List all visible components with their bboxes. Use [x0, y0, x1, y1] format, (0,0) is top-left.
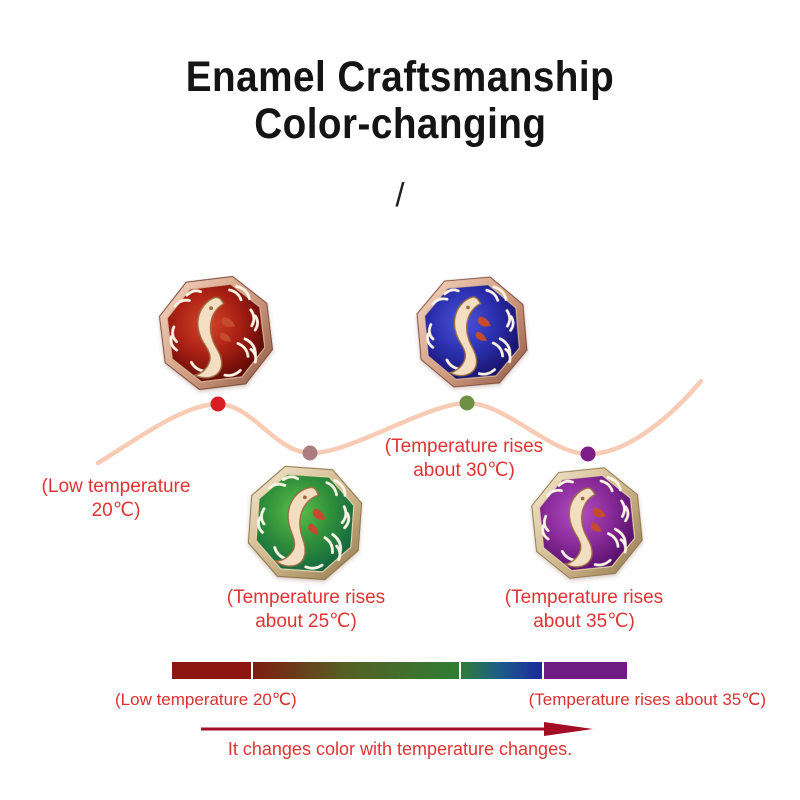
temperature-gradient-bar	[172, 662, 629, 679]
badge-enamel-face	[424, 284, 520, 380]
bar-label-low: (Low temperature 20℃)	[115, 690, 297, 709]
badge-enamel-face	[538, 474, 636, 572]
temperature-arrow-head	[544, 722, 593, 736]
curve-dot-25c	[302, 445, 318, 461]
page-title-line1: Enamel Craftsmanship	[185, 53, 615, 101]
label-low-20c: (Low temperature 20℃)	[41, 476, 191, 521]
enamel-badge-red	[154, 271, 279, 396]
bar-segment-purple	[544, 662, 627, 679]
bar-label-high: (Temperature rises about 35℃)	[528, 690, 766, 709]
label-rise-25c: (Temperature rises about 25℃)	[226, 586, 386, 634]
slash-divider: /	[395, 176, 405, 213]
bar-segment-green-blue	[461, 662, 542, 679]
label-rise-30c-line1: (Temperature rises	[384, 436, 544, 457]
label-rise-25c-line2: about 25℃)	[255, 611, 357, 632]
label-rise-35c: (Temperature rises about 35℃)	[504, 586, 664, 634]
enamel-badge-green	[244, 462, 366, 584]
curve-dot-20c	[210, 396, 226, 412]
label-rise-30c-line2: about 30℃)	[413, 460, 515, 481]
curve-dot-30c	[459, 395, 475, 411]
curve-dot-35c	[580, 446, 596, 462]
bar-segment-red	[172, 662, 251, 679]
label-rise-35c-line1: (Temperature rises	[504, 587, 664, 608]
page-title: Enamel Craftsmanship Color-changing	[0, 54, 800, 148]
label-rise-25c-line1: (Temperature rises	[226, 587, 386, 608]
enamel-badge-purple	[527, 463, 648, 584]
bar-segment-red-green	[253, 662, 459, 679]
enamel-badge-blue	[412, 272, 531, 391]
page-title-line2: Color-changing	[253, 100, 547, 148]
badge-enamel-face	[166, 283, 266, 383]
arrow-caption: It changes color with temperature change…	[227, 739, 573, 759]
badge-enamel-face	[255, 473, 355, 573]
label-rise-30c: (Temperature rises about 30℃)	[384, 435, 544, 483]
label-rise-35c-line2: about 35℃)	[533, 611, 635, 632]
